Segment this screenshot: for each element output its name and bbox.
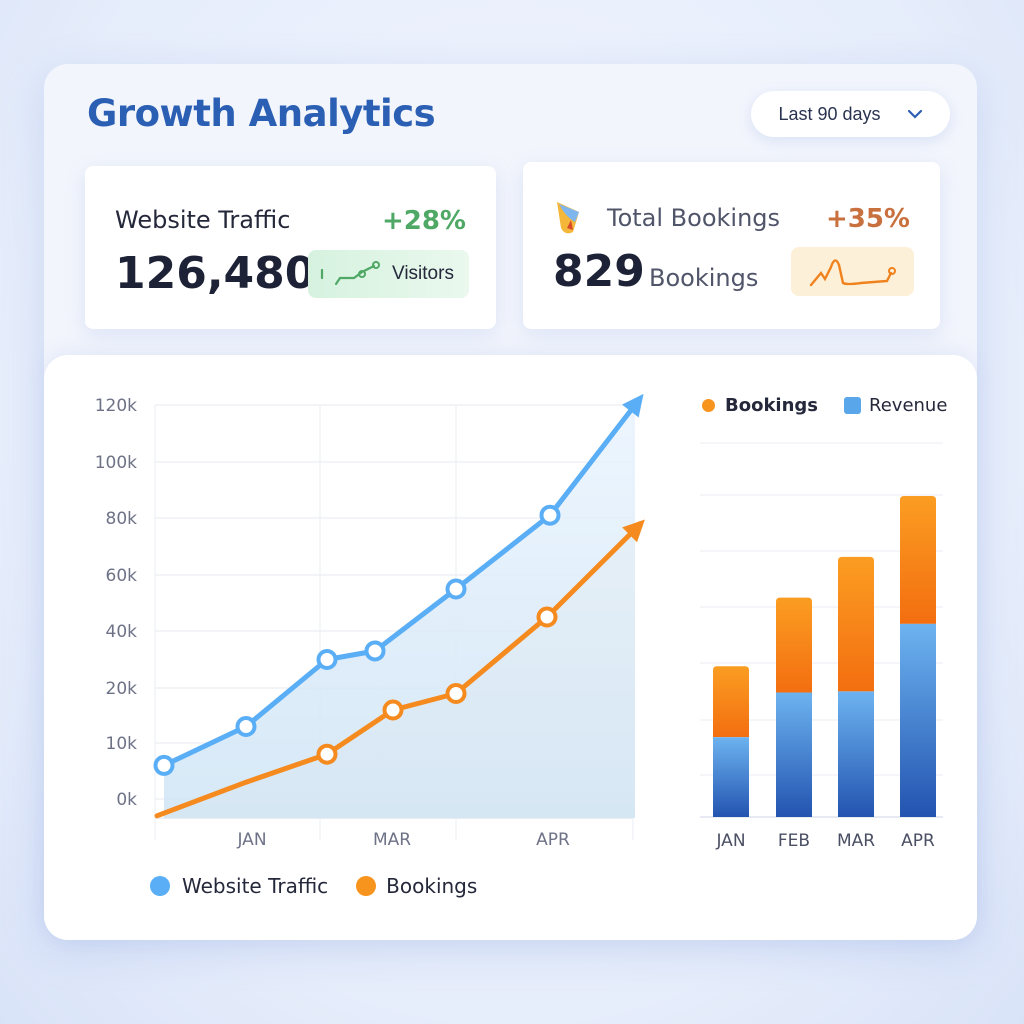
arrow-head (622, 393, 644, 418)
bar-legend: Bookings Revenue (702, 395, 947, 416)
bell-icon (557, 202, 579, 234)
bar-revenue (713, 737, 749, 817)
data-point (539, 504, 561, 526)
legend-swatch-revenue (844, 397, 862, 414)
y-tick-label: 80k (106, 509, 138, 529)
date-range-dropdown[interactable]: Last 90 days (751, 91, 950, 137)
data-point (445, 578, 467, 600)
x-tick-label: JAN (715, 831, 745, 851)
stat-value: 829 (553, 246, 645, 297)
bar-bookings (776, 597, 812, 693)
data-point (153, 754, 175, 776)
stat-card-website-traffic: Website Traffic +28% 126,480 Visitors (85, 166, 496, 329)
y-tick-label: 0k (116, 790, 137, 810)
legend-label-traffic: Website Traffic (182, 874, 329, 898)
y-tick-label: 60k (106, 566, 138, 586)
stat-unit: Bookings (649, 264, 759, 292)
data-point (316, 743, 338, 765)
bar-revenue (838, 691, 874, 817)
data-point (536, 606, 558, 628)
badge-label: Visitors (392, 263, 454, 284)
bar-revenue (900, 623, 936, 817)
stat-card-total-bookings: Total Bookings +35% 829 Bookings (523, 162, 940, 329)
line-chart: 0k 10k 20k 40k 60k 80k 100k 120k JAN MAR APR (95, 393, 645, 850)
stat-label: Website Traffic (115, 206, 291, 234)
x-tick-label: FEB (778, 831, 810, 851)
visitors-badge: Visitors (308, 250, 469, 298)
bar-chart: JAN FEB MAR APR (700, 442, 943, 851)
x-tick-label: MAR (837, 831, 875, 851)
legend-label-bookings: Bookings (725, 395, 819, 416)
data-point (364, 640, 386, 662)
data-point (235, 716, 257, 737)
data-point (382, 699, 404, 721)
bookings-sparkline-badge (791, 247, 914, 296)
x-tick-label: APR (536, 830, 570, 850)
x-tick-label: JAN (236, 830, 266, 850)
bar-bookings (838, 556, 874, 692)
y-tick-label: 40k (106, 622, 138, 642)
x-tick-label: MAR (373, 830, 411, 850)
y-tick-label: 10k (106, 734, 138, 754)
legend-dot-bookings (702, 399, 715, 412)
bar-bookings (713, 666, 749, 738)
series-area (164, 405, 635, 818)
y-tick-label: 120k (95, 396, 137, 416)
stat-label: Total Bookings (607, 204, 781, 232)
stat-value: 126,480 (115, 248, 316, 299)
bar-revenue (776, 692, 812, 817)
date-range-label: Last 90 days (778, 103, 881, 124)
legend-label-revenue: Revenue (869, 395, 948, 416)
arrow-head (622, 519, 645, 543)
sparkline-icon (809, 259, 896, 287)
y-tick-label: 100k (95, 453, 137, 473)
bar-bookings (900, 496, 936, 624)
stat-change: +28% (381, 206, 466, 236)
stat-change: +35% (825, 204, 910, 234)
line-legend: Website Traffic Bookings (150, 874, 477, 898)
legend-dot-bookings (356, 876, 377, 896)
y-tick-label: 20k (106, 679, 138, 699)
page-title: Growth Analytics (87, 92, 436, 135)
chevron-down-icon (907, 109, 922, 119)
legend-dot-traffic (150, 876, 170, 896)
data-point (445, 683, 467, 704)
sparkline-icon (320, 261, 380, 286)
data-point (316, 649, 338, 670)
legend-label-bookings: Bookings (386, 874, 478, 898)
x-tick-label: APR (901, 831, 935, 851)
